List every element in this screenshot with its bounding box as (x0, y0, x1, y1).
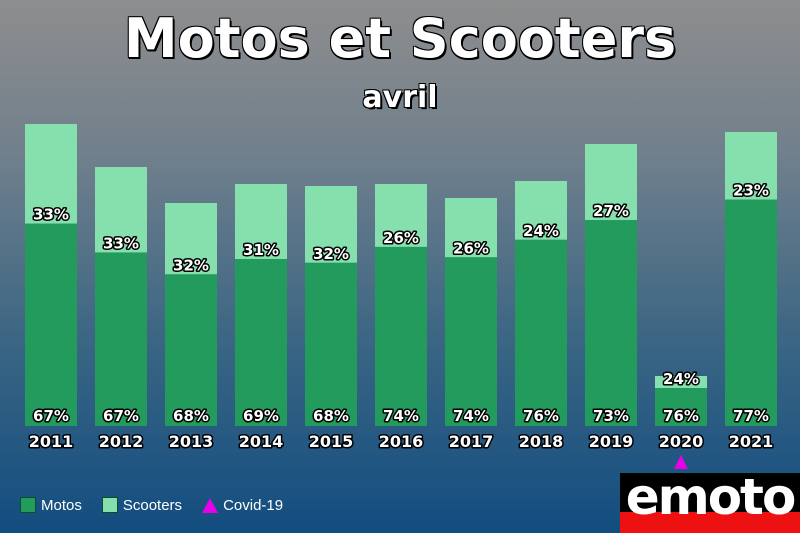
data-label-scooters-2018: 24% (523, 222, 559, 240)
data-label-motos-2015: 68% (313, 407, 349, 425)
x-tick-label-2016: 2016 (379, 432, 424, 451)
logo-text-overlay: emoto (625, 473, 797, 526)
logo-red-band (620, 512, 800, 533)
bar-motos-2015 (305, 262, 357, 426)
data-label-scooters-2021: 23% (733, 182, 769, 200)
x-tick-label-2021: 2021 (729, 432, 774, 451)
bar-scooters-2021 (725, 132, 777, 200)
bar-scooters-2013 (165, 203, 217, 275)
legend-label-motos: Motos (41, 496, 82, 514)
bar-scooters-2011 (25, 124, 77, 224)
bar-motos-2020 (655, 388, 707, 426)
data-label-motos-2017: 74% (453, 407, 489, 425)
x-tick-label-2018: 2018 (519, 432, 564, 451)
legend: Motos Scooters Covid-19 (20, 494, 303, 516)
x-tick-label-2012: 2012 (99, 432, 144, 451)
x-tick-label-2015: 2015 (309, 432, 354, 451)
data-label-motos-2012: 67% (103, 407, 139, 425)
triangle-marker-icon (202, 497, 219, 513)
legend-swatch-motos (20, 497, 36, 513)
data-label-scooters-2014: 31% (243, 241, 279, 259)
data-label-scooters-2012: 33% (103, 234, 139, 252)
bar-scooters-2014 (235, 184, 287, 260)
data-label-motos-2018: 76% (523, 407, 559, 425)
bar-scooters-2016 (375, 184, 427, 247)
data-label-scooters-2017: 26% (453, 239, 489, 257)
data-label-scooters-2016: 26% (383, 229, 419, 247)
data-label-motos-2013: 68% (173, 407, 209, 425)
data-label-motos-2021: 77% (733, 407, 769, 425)
x-tick-label-2011: 2011 (29, 432, 74, 451)
data-label-scooters-2020: 24% (663, 370, 699, 388)
bar-scooters-2015 (305, 186, 357, 263)
bar-scooters-2018 (515, 181, 567, 240)
chart-title: Motos et Scooters (123, 7, 677, 70)
legend-swatch-scooters (101, 497, 118, 513)
bar-scooters-2012 (95, 167, 147, 253)
covid-marker-2020 (674, 455, 688, 469)
x-tick-label-2019: 2019 (589, 432, 634, 451)
bar-motos-2021 (725, 199, 777, 426)
x-tick-label-2020: 2020 (659, 432, 704, 451)
x-tick-label-2013: 2013 (169, 432, 214, 451)
x-tick-label-2014: 2014 (239, 432, 284, 451)
chart-subtitle: avril (362, 80, 438, 115)
legend-item-scooters: Scooters (101, 496, 183, 514)
data-label-motos-2019: 73% (593, 407, 629, 425)
bar-motos-2017 (445, 257, 497, 426)
bar-motos-2018 (515, 239, 567, 426)
bar-scooters-2017 (445, 198, 497, 258)
data-label-scooters-2011: 33% (33, 206, 69, 224)
bar-motos-2016 (375, 246, 427, 426)
data-label-motos-2020: 76% (663, 407, 699, 425)
legend-label-covid: Covid-19 (223, 496, 284, 514)
legend-item-covid: Covid-19 (202, 497, 283, 514)
bar-motos-2012 (95, 252, 147, 426)
data-label-scooters-2019: 27% (593, 202, 629, 220)
bar-motos-2013 (165, 274, 217, 426)
data-label-motos-2016: 74% (383, 407, 419, 425)
data-label-motos-2014: 69% (243, 407, 279, 425)
emoto-logo: emoto emoto (620, 473, 800, 533)
data-label-scooters-2015: 32% (313, 245, 349, 263)
legend-item-motos: Motos (20, 497, 82, 514)
legend-label-scooters: Scooters (122, 496, 183, 514)
bar-motos-2019 (585, 220, 637, 426)
bar-motos-2014 (235, 259, 287, 426)
x-tick-label-2017: 2017 (449, 432, 494, 451)
data-label-motos-2011: 67% (33, 407, 69, 425)
bar-scooters-2020 (655, 376, 707, 388)
bar-motos-2011 (25, 223, 77, 426)
bar-scooters-2019 (585, 144, 637, 221)
data-label-scooters-2013: 32% (173, 256, 209, 274)
